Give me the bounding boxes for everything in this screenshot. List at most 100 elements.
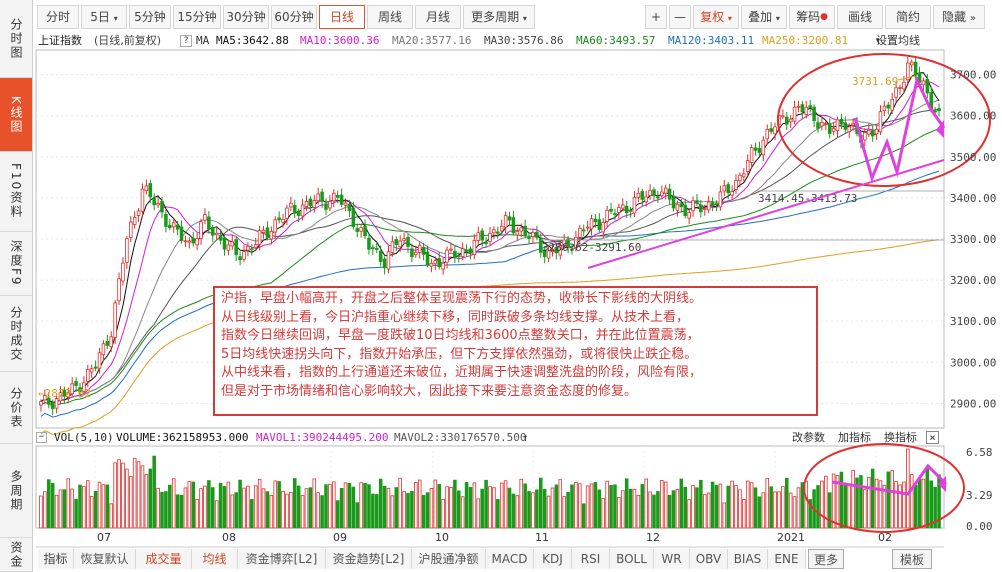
volume-bar (687, 499, 691, 529)
switch-indicator-button[interactable]: 换指标 (884, 431, 917, 444)
add-indicator-button[interactable]: 加指标 (838, 431, 871, 444)
sidebar-tab-kline[interactable]: K线图 (0, 78, 32, 152)
volume-bar (843, 482, 848, 529)
tab-kdj[interactable]: KDJ (534, 549, 572, 569)
close-icon[interactable]: × (926, 431, 939, 444)
tab-bias[interactable]: BIAS (728, 549, 768, 569)
volume-bar (148, 468, 153, 529)
volume-bar (93, 491, 98, 529)
range-label: 3286.62-3291.60 (542, 241, 641, 254)
draw-line-button[interactable]: 画线 (837, 5, 883, 29)
tab-northbound[interactable]: 沪股通净额 (412, 549, 486, 569)
chips-button[interactable]: 筹码● (789, 5, 835, 29)
volume-bar (214, 500, 219, 529)
tab-ma[interactable]: 均线 (192, 549, 238, 569)
tab-indicator[interactable]: 指标 (38, 549, 74, 569)
sidebar-tab-fenshi[interactable]: 分时图 (0, 0, 32, 78)
volume-bar (195, 499, 199, 529)
volume-bar (671, 490, 676, 529)
volume-bar (250, 499, 254, 529)
tab-ene[interactable]: ENE (768, 549, 806, 569)
volume-bar (550, 487, 555, 529)
candle-body (199, 221, 203, 239)
volume-bar (343, 482, 348, 529)
hide-button[interactable]: 隐藏 » (933, 5, 985, 29)
candle-body (538, 238, 543, 253)
candle-body (585, 226, 590, 229)
volume-bar (152, 455, 156, 529)
period-more[interactable]: 更多周期 ▾ (463, 5, 535, 29)
candle-body (921, 80, 926, 86)
volume-bar (58, 489, 63, 529)
tab-volume[interactable]: 成交量 (136, 549, 192, 569)
candle-body (171, 222, 176, 228)
sidebar-tab-f10[interactable]: F10资料 (0, 152, 32, 232)
candle-body (210, 227, 215, 236)
period-weekly[interactable]: 周线 (367, 5, 413, 29)
candle-body (50, 402, 55, 410)
candle-body (722, 185, 727, 192)
tab-obv[interactable]: OBV (690, 549, 728, 569)
candle-body (203, 214, 207, 221)
period-60min[interactable]: 60分钟 (271, 5, 317, 29)
mavol1-value: MAVOL1:390244495.200 (256, 431, 389, 444)
candle-body (320, 191, 324, 202)
volume-bar (234, 492, 238, 529)
tab-more[interactable]: 更多 (808, 549, 844, 569)
volume-bar (578, 483, 582, 529)
price-tick-label: 3500.00 (950, 151, 996, 164)
period-daily[interactable]: 日线 (319, 5, 365, 29)
vol-toggle-icon[interactable]: − (36, 432, 47, 443)
candle-body (784, 116, 789, 125)
candle-body (136, 210, 141, 216)
tab-boll[interactable]: BOLL (610, 549, 654, 569)
tab-rsi[interactable]: RSI (572, 549, 610, 569)
candle-body (937, 108, 941, 112)
volume-bar (246, 485, 250, 529)
period-15min[interactable]: 15分钟 (173, 5, 221, 29)
period-5day[interactable]: 5日 ▾ (81, 5, 127, 29)
candle-body (367, 237, 371, 250)
volume-bar (699, 479, 703, 529)
candle-body (788, 118, 793, 123)
candle-body (906, 62, 910, 81)
tab-fund-game[interactable]: 资金博弈[L2] (238, 549, 326, 569)
tab-fund-trend[interactable]: 资金趋势[L2] (326, 549, 412, 569)
change-params-button[interactable]: 改参数 (792, 431, 825, 444)
tab-macd[interactable]: MACD (486, 549, 534, 569)
candle-body (152, 198, 156, 206)
adjust-dropdown[interactable]: 复权 ▾ (693, 5, 739, 29)
candle-body (866, 129, 871, 135)
overlay-dropdown[interactable]: 叠加 ▾ (741, 5, 787, 29)
volume-bar (624, 478, 629, 529)
candle-body (730, 191, 734, 196)
candle-body (531, 231, 535, 238)
candle-body (265, 227, 270, 238)
volume-bar (765, 477, 770, 529)
volume-bar (144, 474, 149, 529)
tab-wr[interactable]: WR (654, 549, 690, 569)
candle-body (46, 397, 51, 405)
sidebar-tab-trades[interactable]: 分时成交 (0, 296, 32, 372)
month-tick-label: 11 (535, 531, 549, 544)
candle-body (597, 219, 602, 230)
zoom-out-button[interactable]: — (669, 5, 691, 29)
period-monthly[interactable]: 月线 (415, 5, 461, 29)
tab-template[interactable]: 模板 (892, 549, 932, 569)
period-5min[interactable]: 5分钟 (129, 5, 171, 29)
candle-body (308, 198, 313, 207)
tab-restore-default[interactable]: 恢复默认 (74, 549, 136, 569)
volume-bar (332, 481, 336, 529)
sidebar-tab-depth[interactable]: 深度F9 (0, 232, 32, 296)
zoom-in-button[interactable]: + (645, 5, 667, 29)
sidebar-tab-price-table[interactable]: 分价表 (0, 372, 32, 444)
period-fenshi[interactable]: 分时 (37, 5, 79, 29)
volume-bar (620, 490, 625, 529)
volume-bar (663, 481, 668, 529)
help-icon[interactable]: ? (180, 35, 192, 47)
sidebar-tab-multi-period[interactable]: 多周期 (0, 444, 32, 538)
period-30min[interactable]: 30分钟 (223, 5, 269, 29)
volume-bar (718, 483, 723, 529)
simple-mode-button[interactable]: 简约 (885, 5, 931, 29)
